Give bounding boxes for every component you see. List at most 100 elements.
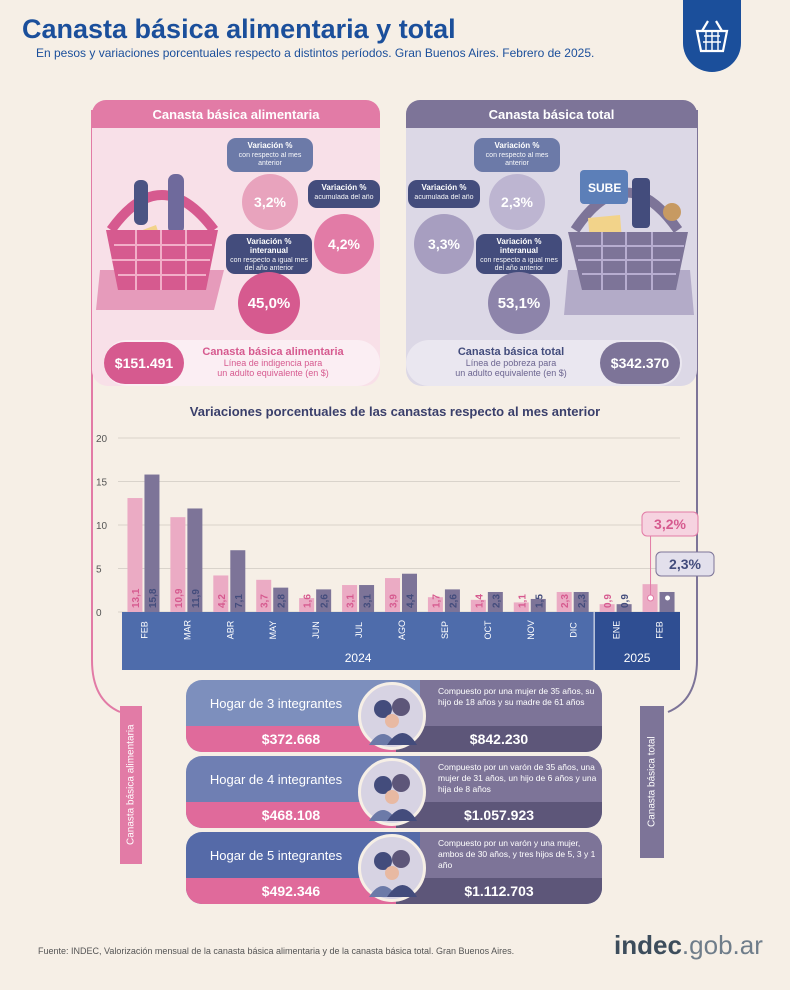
data-label-cbt: 2,3 bbox=[491, 594, 502, 608]
cbt-price: $342.370 bbox=[600, 342, 680, 384]
x-tick-label: MAY bbox=[268, 621, 278, 640]
indec-brand[interactable]: indec.gob.ar bbox=[614, 930, 763, 961]
data-label-cbt: 4,4 bbox=[406, 594, 417, 608]
cbt-monthly-tag: Variación % con respecto al mes anterior bbox=[474, 138, 560, 172]
x-tick-label: SEP bbox=[440, 621, 450, 639]
bar-cba bbox=[470, 599, 486, 612]
x-tick-label: OCT bbox=[483, 620, 493, 640]
bar-cba bbox=[213, 575, 229, 612]
cbt-accumulated-value: 3,3% bbox=[414, 214, 474, 274]
bar-cba bbox=[127, 498, 143, 612]
data-label-cba: 3,9 bbox=[389, 594, 400, 608]
household-name: Hogar de 3 integrantes bbox=[209, 695, 343, 711]
bar-cbt bbox=[273, 587, 289, 612]
brand-bold: indec bbox=[614, 930, 682, 960]
x-tick-label: ABR bbox=[225, 620, 235, 639]
bar-cba bbox=[256, 579, 272, 612]
bar-cba bbox=[513, 602, 529, 612]
data-label-cba: 1,7 bbox=[431, 594, 442, 608]
cbt-line-desc-1: Línea de pobreza para bbox=[465, 358, 557, 368]
data-label-cbt: 7,1 bbox=[234, 594, 245, 608]
x-tick-label: FEB bbox=[139, 621, 149, 639]
cbt-yoy-value: 53,1% bbox=[488, 272, 550, 334]
cba-line-desc-1: Línea de indigencia para bbox=[223, 358, 323, 368]
cba-line-label: Canasta básica alimentaria Línea de indi… bbox=[190, 346, 356, 378]
brand-rest: .gob.ar bbox=[681, 930, 763, 960]
callout-cba-value: 3,2% bbox=[654, 516, 686, 532]
data-label-cba: 1,4 bbox=[474, 594, 485, 608]
x-tick-label: FEB bbox=[655, 621, 665, 639]
bar-chart: 0 5 10 15 20 2024 2025 FEB 13,1 15,8 MAR 10,9 11,9 AB… bbox=[96, 434, 715, 670]
household-cbt-value: $1.112.703 bbox=[396, 878, 602, 904]
cbt-monthly-tag-sub: con respecto al mes anterior bbox=[485, 152, 549, 167]
data-label-cbt: 0,9 bbox=[620, 594, 631, 608]
bar-cbt bbox=[359, 585, 375, 612]
bar-cba bbox=[299, 598, 315, 612]
data-label-cba: 4,2 bbox=[217, 594, 228, 608]
family-icon bbox=[369, 698, 417, 745]
bar-cbt bbox=[444, 589, 460, 612]
x-tick-label: AGO bbox=[397, 620, 407, 640]
side-label-cbt: Canasta básica total bbox=[640, 706, 664, 858]
x-axis-band bbox=[122, 612, 680, 670]
sube-card-label: SUBE bbox=[588, 181, 621, 195]
bar-cbt bbox=[402, 573, 417, 612]
page-subtitle: En pesos y variaciones porcentuales resp… bbox=[36, 46, 595, 60]
cba-yoy-tag: Variación % interanual con respecto a ig… bbox=[226, 234, 312, 274]
chart-title: Variaciones porcentuales de las canastas… bbox=[189, 404, 601, 419]
cbt-header: Canasta básica total bbox=[406, 100, 697, 128]
callout-cba bbox=[641, 511, 699, 537]
data-label-cba: 3,1 bbox=[346, 594, 357, 608]
bar-cbt bbox=[316, 589, 332, 612]
side-label-cba: Canasta básica alimentaria bbox=[120, 706, 142, 864]
year-label: 2024 bbox=[345, 651, 372, 665]
data-label-cbt: 15,8 bbox=[148, 588, 159, 608]
family-avatar bbox=[358, 758, 426, 826]
cba-yoy-value: 45,0% bbox=[238, 272, 300, 334]
data-label-cbt: 2,8 bbox=[277, 594, 288, 608]
cbt-yoy-tag: Variación % interanual con respecto a ig… bbox=[476, 234, 562, 274]
household-description: Compuesto por un varón de 35 años, una m… bbox=[438, 762, 597, 794]
x-tick-label: MAR bbox=[182, 620, 192, 641]
x-tick-label: JUN bbox=[311, 621, 321, 639]
household-cbt-value: $1.057.923 bbox=[396, 802, 602, 828]
x-tick-label: NOV bbox=[526, 620, 536, 640]
household-desc-bg bbox=[420, 832, 602, 878]
x-tick-label: ENE bbox=[612, 621, 622, 640]
household-description: Compuesto por un varón y una mujer, ambo… bbox=[438, 838, 596, 870]
household-desc-bg bbox=[420, 680, 602, 726]
x-tick-label: DIC bbox=[569, 622, 579, 638]
data-label-cbt: 1,5 bbox=[534, 594, 545, 608]
bar-cba bbox=[385, 578, 400, 612]
cbt-line-name: Canasta básica total bbox=[457, 346, 565, 358]
callout-cbt bbox=[655, 551, 715, 577]
cbt-yoy-tag-sub: con respecto a igual mes del año anterio… bbox=[480, 257, 558, 272]
data-label-cbt: 2,6 bbox=[448, 594, 459, 608]
cba-accumulated-value: 4,2% bbox=[314, 214, 374, 274]
bar-cbt bbox=[144, 474, 160, 612]
basket-logo-badge bbox=[683, 0, 741, 72]
callout-cbt-dot bbox=[664, 594, 672, 602]
household-name: Hogar de 5 integrantes bbox=[209, 847, 343, 863]
cba-line-desc-2: un adulto equivalente (en $) bbox=[217, 368, 329, 378]
cba-accumulated-tag: Variación % acumulada del año bbox=[308, 180, 380, 208]
bar-cbt bbox=[616, 604, 632, 612]
cbt-monthly-tag-title: Variación % bbox=[494, 141, 540, 150]
data-label-cbt: 11,9 bbox=[191, 589, 202, 608]
cba-line-name: Canasta básica alimentaria bbox=[202, 346, 344, 358]
data-label-cbt: 2,6 bbox=[320, 594, 331, 608]
bar-cbt bbox=[230, 550, 246, 612]
data-label-cba: 10,9 bbox=[174, 588, 185, 608]
bar-cba bbox=[427, 597, 443, 612]
y-tick-label: 10 bbox=[96, 521, 108, 532]
data-label-cba: 1,1 bbox=[517, 594, 528, 608]
family-avatar bbox=[358, 682, 426, 750]
x-axis-band-2025 bbox=[594, 612, 680, 670]
y-tick-label: 5 bbox=[96, 565, 102, 576]
data-label-cba: 0,9 bbox=[603, 594, 614, 608]
cba-monthly-value: 3,2% bbox=[242, 174, 298, 230]
cba-price: $151.491 bbox=[104, 342, 184, 384]
cba-accumulated-tag-title: Variación % bbox=[321, 183, 367, 192]
data-label-cba: 1,6 bbox=[303, 594, 314, 608]
